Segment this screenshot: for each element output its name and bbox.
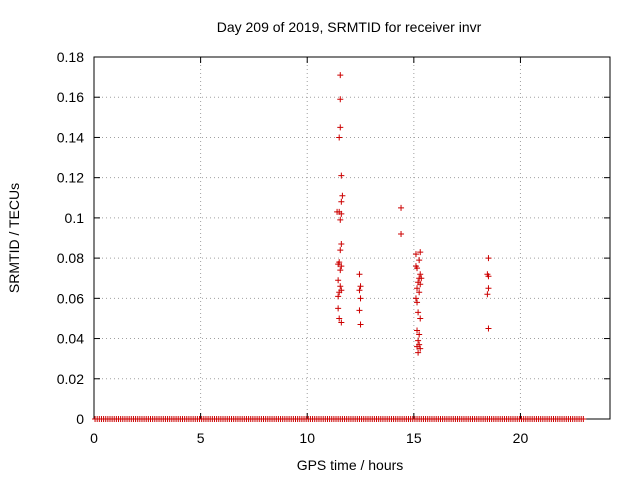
data-point [484, 291, 491, 298]
data-point [338, 263, 345, 270]
data-point [337, 247, 344, 254]
data-point [356, 271, 363, 278]
y-tick-label: 0 [76, 411, 84, 427]
data-point [335, 293, 342, 300]
data-point [414, 265, 421, 272]
data-point [414, 327, 421, 334]
axis-ticks: 0 5 10 15 20 0 0.02 0.04 0.06 0.08 0.1 0.12 0.14 0.16… [57, 49, 610, 446]
data-point [338, 241, 345, 248]
data-point [339, 192, 346, 199]
grid [94, 56, 610, 419]
data-point [415, 337, 422, 344]
chart-title: Day 209 of 2019, SRMTID for receiver inv… [217, 19, 482, 35]
data-point [336, 289, 343, 296]
data-point [357, 283, 364, 290]
data-point [485, 285, 492, 292]
data-point [357, 295, 364, 302]
x-tick-label: 15 [406, 430, 422, 446]
data-point [398, 230, 405, 237]
data-point [337, 216, 344, 223]
x-tick-label: 0 [90, 430, 98, 446]
data-point [417, 345, 424, 352]
data-point [417, 281, 424, 288]
y-axis-label: SRMTID / TECUs [6, 183, 22, 293]
y-tick-label: 0.1 [65, 210, 85, 226]
data-point [337, 283, 344, 290]
data-point [414, 343, 421, 350]
plot-frame [93, 56, 611, 420]
data-point [335, 261, 342, 268]
data-point [337, 72, 344, 79]
data-point [336, 134, 343, 141]
data-point [485, 273, 492, 280]
data-point [337, 267, 344, 274]
data-point [337, 124, 344, 131]
data-point [417, 249, 424, 256]
data-point [485, 325, 492, 332]
data-point [416, 257, 423, 264]
x-tick-label: 10 [299, 430, 315, 446]
data-point [337, 96, 344, 103]
data-point [416, 331, 423, 338]
data-point [414, 285, 421, 292]
data-point [414, 299, 421, 306]
x-axis-label: GPS time / hours [297, 457, 404, 473]
y-tick-label: 0.18 [57, 49, 84, 65]
data-point [412, 251, 419, 258]
data-point [357, 321, 364, 328]
y-tick-label: 0.14 [57, 129, 84, 145]
y-tick-label: 0.04 [57, 331, 84, 347]
data-point [338, 210, 345, 217]
data-point [415, 349, 422, 356]
data-point [485, 255, 492, 262]
data-point [356, 307, 363, 314]
data-point [398, 204, 405, 211]
data-point [336, 315, 343, 322]
data-point [417, 271, 424, 278]
scatter-points [334, 72, 492, 356]
y-tick-label: 0.06 [57, 290, 84, 306]
data-point [415, 309, 422, 316]
x-tick-label: 20 [513, 430, 529, 446]
data-point [335, 305, 342, 312]
data-point [418, 275, 425, 282]
data-point [412, 295, 419, 302]
data-point [338, 319, 345, 326]
data-point [338, 172, 345, 179]
data-point [338, 198, 345, 205]
data-point [335, 277, 342, 284]
zero-band-markers [92, 416, 587, 422]
y-tick-label: 0.02 [57, 371, 84, 387]
data-point [356, 287, 363, 294]
y-tick-label: 0.16 [57, 89, 84, 105]
y-tick-label: 0.12 [57, 170, 84, 186]
zero-point [580, 416, 587, 422]
data-point [416, 289, 423, 296]
data-point [417, 315, 424, 322]
y-tick-label: 0.08 [57, 250, 84, 266]
x-tick-label: 5 [197, 430, 205, 446]
